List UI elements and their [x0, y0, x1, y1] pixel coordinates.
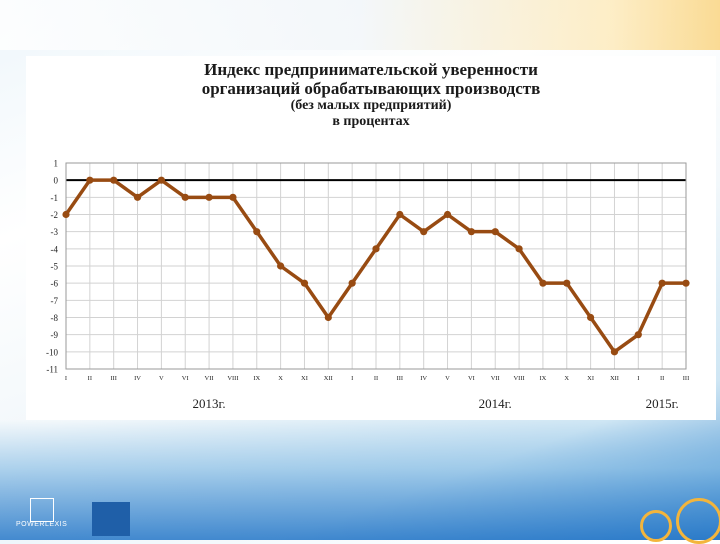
data-point: [563, 279, 571, 287]
chart-title: Индекс предпринимательской уверенности о…: [26, 60, 716, 130]
brand-label: POWERLEXIS: [16, 521, 68, 528]
y-tick-label: -6: [51, 279, 59, 289]
x-tick-label: III: [683, 375, 690, 382]
x-tick-label: VII: [205, 375, 214, 382]
y-tick-label: -4: [51, 244, 59, 254]
y-tick-label: -9: [51, 330, 59, 340]
data-point: [157, 176, 165, 184]
x-tick-label: XII: [324, 375, 333, 382]
data-point: [181, 193, 189, 201]
background-swoosh: [0, 0, 720, 50]
x-tick-label: II: [660, 375, 664, 382]
y-tick-label: -11: [46, 365, 58, 375]
x-tick-label: III: [397, 375, 404, 382]
title-line-2: организаций обрабатывающих производств: [201, 79, 541, 98]
data-point: [396, 210, 404, 219]
data-point: [658, 279, 666, 287]
year-label: 2013г.: [193, 396, 226, 411]
x-tick-label: II: [88, 375, 92, 382]
x-tick-label: III: [110, 375, 117, 382]
subtitle-line-1: (без малых предприятий): [290, 98, 452, 113]
year-labels: 2013г. 2014г. 2015г.: [193, 396, 679, 411]
y-axis-ticks: 1 0 -1 -2 -3 -4 -5 -6 -7 -8 -9 -10 -11: [46, 159, 59, 375]
x-tick-label: I: [65, 375, 67, 382]
x-tick-label: I: [351, 375, 353, 382]
x-tick-label: VI: [182, 375, 189, 382]
subtitle-line-2: в процентах: [332, 114, 410, 129]
x-tick-label: IX: [539, 375, 546, 382]
y-tick-label: -7: [51, 296, 59, 306]
y-tick-label: -5: [51, 262, 59, 272]
decorative-ring: [640, 510, 672, 542]
data-point: [110, 176, 118, 184]
data-point: [443, 210, 452, 219]
y-tick-label: -3: [51, 227, 59, 237]
data-point: [253, 228, 261, 236]
title-line-1: Индекс предпринимательской уверенности: [204, 60, 538, 79]
data-point: [277, 262, 285, 270]
x-tick-label: VIII: [513, 375, 524, 382]
x-tick-label: II: [374, 375, 378, 382]
data-point: [467, 228, 475, 236]
horizontal-gridlines: [65, 162, 687, 370]
plot-border: [65, 162, 687, 370]
x-tick-label: XII: [610, 375, 619, 382]
data-point: [229, 193, 237, 201]
year-label: 2014г.: [479, 396, 512, 411]
y-tick-label: -1: [51, 193, 59, 203]
y-tick-label: -10: [46, 347, 58, 357]
data-point: [587, 313, 595, 322]
data-point: [420, 228, 428, 236]
x-tick-label: IV: [420, 375, 427, 382]
data-point: [682, 279, 690, 287]
data-point: [610, 348, 619, 356]
chart-panel: [26, 56, 716, 420]
x-tick-label: V: [159, 375, 164, 382]
x-tick-label: VIII: [227, 375, 238, 382]
y-tick-label: -2: [51, 210, 59, 220]
data-point: [62, 210, 70, 219]
y-tick-label: 0: [54, 176, 59, 186]
x-tick-label: X: [278, 375, 283, 382]
data-point: [348, 279, 356, 287]
decorative-ring: [676, 498, 720, 544]
data-point: [372, 245, 380, 253]
series-group: [62, 176, 690, 356]
data-point: [133, 193, 142, 201]
decorative-square: [92, 502, 130, 536]
data-point: [515, 245, 523, 253]
x-tick-label: X: [564, 375, 569, 382]
x-tick-label: VII: [491, 375, 500, 382]
x-tick-label: XI: [587, 375, 594, 382]
logo-icon: [30, 498, 54, 522]
y-tick-label: -8: [51, 313, 59, 323]
data-point: [539, 279, 547, 287]
data-point: [491, 228, 499, 236]
x-tick-label: IX: [253, 375, 260, 382]
data-point: [86, 176, 94, 184]
data-point: [205, 193, 213, 201]
data-point: [634, 331, 642, 339]
x-tick-label: VI: [468, 375, 475, 382]
y-tick-label: 1: [54, 159, 59, 169]
x-tick-label: V: [445, 375, 450, 382]
x-tick-label: I: [637, 375, 639, 382]
data-point: [324, 313, 332, 322]
x-tick-label: IV: [134, 375, 141, 382]
data-point: [300, 279, 309, 287]
year-label: 2015г.: [646, 396, 679, 411]
x-axis-ticks: I II III IV V VI VII VIII IX X XI XII I II III IV V VI VII…: [65, 375, 689, 382]
x-tick-label: XI: [301, 375, 308, 382]
